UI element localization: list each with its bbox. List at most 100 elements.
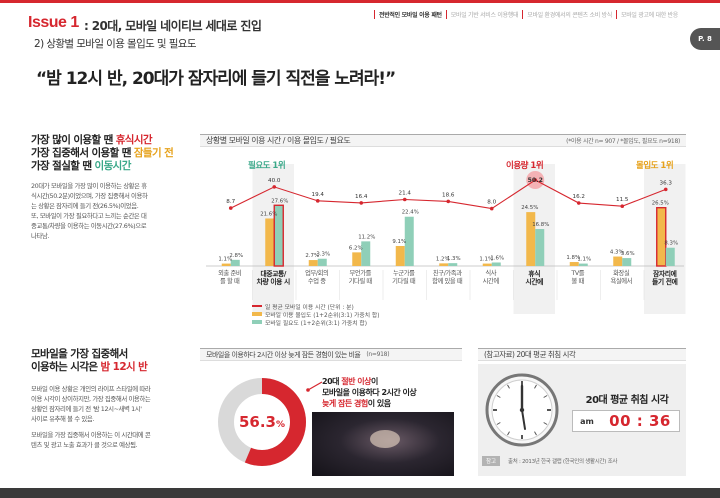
category-label-line: 기다릴 때 [348, 278, 373, 285]
donut-value-number: 56.3 [238, 413, 276, 431]
category-label-line: TV를 [571, 270, 585, 277]
usage-time-point [315, 199, 320, 203]
chart-panel-header: 상황별 모바일 이용 시간 / 이용 몰입도 / 필요도 (*이용 시간 n= … [200, 134, 686, 147]
category-label-line: 외출 준비 [218, 270, 242, 277]
usage-time-label: 11.5 [616, 197, 629, 203]
summary-body-line: 중교통/차량을 이용하는 이동시간(27.6%)으로 [31, 222, 147, 230]
rank-need: 필요도 1위 [248, 161, 286, 171]
need-value-label: 27.6% [271, 198, 288, 204]
reference-source: 출처 : 2013년 한국 갤럽 (한국인의 생활시간) 조사 [508, 459, 618, 465]
focus-bar [439, 263, 449, 266]
category-label: 화장실 욕실에서 [601, 270, 643, 286]
need-bar [230, 259, 240, 266]
usage-time-point [402, 197, 407, 202]
usage-time-label: 19.4 [312, 192, 325, 198]
summary-body: 20대가 모바일을 가장 많이 이용하는 상황은 휴 식시간(50.2분)이었으… [31, 181, 191, 241]
legend-item-focus: 모바일 이용 몰입도 (1+2순위(3:1) 가중치 합) [252, 310, 380, 319]
chart-legend: 일 평균 모바일 이용 시간 (단위 : 분) 모바일 이용 몰입도 (1+2순… [252, 302, 380, 327]
category-axis: 외출 준비 를 할 때 대중교통/차량 이용 시 업무/회의 수업 중 무언가를 기다릴 때… [200, 270, 686, 300]
need-value-label: 3.6% [621, 251, 635, 257]
category-label-line: 화장실 [613, 270, 630, 277]
focus-value-label: 1.2% [436, 256, 450, 262]
focus-bar [352, 252, 362, 266]
focus-value-label: 24.5% [521, 205, 538, 211]
donut-value: 56.3% [212, 412, 312, 431]
caption-line2: 모바일을 이용하다 2시간 이상 [322, 388, 417, 397]
caption-text: 20대 [322, 377, 342, 386]
summary-line2: 가장 집중해서 이용할 땐 [31, 147, 134, 159]
category-label: 외출 준비 를 할 때 [209, 270, 251, 286]
clock-panel: (참고자료) 20대 평균 취침 시각 [478, 348, 686, 361]
focus-body-line: 상황인 잠자리에 들기 전 '밤 12시~새벽 1시' [31, 405, 142, 413]
usage-time-point [359, 201, 364, 205]
focus-bar [613, 256, 623, 266]
summary-body-line: 식시간(50.2분)이었으며, 가장 집중해서 이용하 [31, 192, 148, 200]
category-label-line: 잠자리에 [653, 270, 677, 278]
footer-bar [0, 488, 720, 498]
clock-panel-header: (참고자료) 20대 평균 취침 시각 [478, 348, 686, 361]
focus-bar [308, 260, 318, 266]
focus-body-line: 모바일을 가장 집중해서 이용하는 이 시간대에 콘 [31, 431, 151, 439]
clock-icon [485, 373, 559, 447]
donut-chart [218, 378, 306, 466]
category-label: 업무/회의 수업 중 [296, 270, 338, 286]
usage-time-point [576, 201, 581, 205]
night-phone-photo [312, 412, 454, 476]
summary-title: 가장 많이 이용할 땐 휴식시간 가장 집중해서 이용할 땐 잠들기 전 가장 … [31, 134, 191, 173]
issue-title: : 20대, 모바일 네이티브 세대로 진입 [84, 19, 262, 33]
donut-panel-header: 모바일을 이용하다 2시간 이상 늦게 잠든 경험이 있는 비율 (n=918) [200, 348, 462, 361]
need-bar [665, 247, 675, 266]
category-label-line: 차량 이용 시 [256, 278, 291, 286]
nav-item-3[interactable]: 모바일 환경에서의 콘텐츠 소비 방식 [522, 10, 616, 19]
need-bar [448, 263, 458, 266]
focus-value-label: 2.7% [305, 253, 319, 259]
category-label: 대중교통/차량 이용 시 [253, 270, 295, 286]
reference-tag: 참고 [482, 456, 500, 466]
focus-body-line: 모바일 이용 상황은 개인의 라이프 스타일에 따라 [31, 385, 151, 393]
category-label-line: 시간에 [482, 278, 500, 285]
clock-title: (참고자료) 20대 평균 취침 시각 [484, 350, 576, 359]
usage-time-label: 8.0 [487, 200, 496, 206]
focus-time-body: 모바일 이용 상황은 개인의 라이프 스타일에 따라 이용 시각이 상이하지만,… [31, 384, 196, 424]
focus-time-line2: 이용하는 시각은 [31, 361, 101, 373]
need-value-label: 1.1% [577, 257, 591, 263]
clock-tick [534, 431, 537, 436]
chart-title: 상황별 모바일 이용 시간 / 이용 몰입도 / 필요도 [206, 136, 351, 145]
summary-body-line: 나타남. [31, 232, 50, 240]
focus-body-line: 사이로 유추해 볼 수 있음. [31, 415, 94, 423]
face-glow [370, 430, 400, 448]
need-value-label: 11.2% [358, 234, 375, 240]
top-accent-bar [0, 0, 720, 3]
focus-bar [482, 263, 492, 266]
clock-tick [543, 395, 548, 398]
usage-time-point [272, 185, 277, 189]
clock-tick [534, 384, 537, 389]
need-bar [491, 262, 501, 266]
focus-value-label: 26.5% [652, 201, 669, 207]
usage-time-label: 36.3 [660, 180, 673, 186]
legend-item-need: 모바일 필요도 (1+2순위(3:1) 가중치 합) [252, 318, 380, 327]
nav-item-1[interactable]: 전반적인 모바일 이용 패턴 [373, 10, 446, 19]
focus-body-line: 이용 시각이 상이하지만, 가장 집중해서 이용하는 [31, 395, 151, 403]
legend-item-line: 일 평균 모바일 이용 시간 (단위 : 분) [252, 302, 380, 311]
issue-label: Issue 1 [28, 14, 79, 31]
usage-time-point [446, 199, 451, 204]
usage-time-point [489, 206, 494, 211]
chart-panel: 상황별 모바일 이용 시간 / 이용 몰입도 / 필요도 (*이용 시간 n= … [200, 134, 686, 147]
category-label-line: 기다릴 때 [392, 278, 416, 285]
nav-item-2[interactable]: 모바일 기반 서비스 이용행태 [445, 10, 522, 19]
need-bar [404, 216, 414, 266]
focus-bar [395, 245, 405, 266]
usage-time-label: 40.0 [268, 178, 281, 184]
category-label-line: 휴식 [528, 270, 541, 278]
headline: “밤 12시 반, 20대가 잠자리에 들기 직전을 노려라!” [36, 69, 396, 89]
summary-line3: 가장 절실할 땐 [31, 160, 95, 172]
usage-chart: 1.1%2.8%21.6%27.6%2.7%3.3%6.2%11.2%9.1%2… [206, 164, 686, 314]
clock-tick [496, 395, 501, 398]
usage-time-point [228, 206, 233, 210]
category-label-line: 들기 전에 [652, 278, 678, 286]
focus-time-title: 모바일을 가장 집중해서 이용하는 시각은 밤 12시 반 [31, 348, 196, 374]
focus-value-label: 4.3% [610, 250, 624, 256]
legend-swatch-line [252, 305, 262, 307]
nav-item-4[interactable]: 모바일 광고에 대한 반응 [615, 10, 682, 19]
